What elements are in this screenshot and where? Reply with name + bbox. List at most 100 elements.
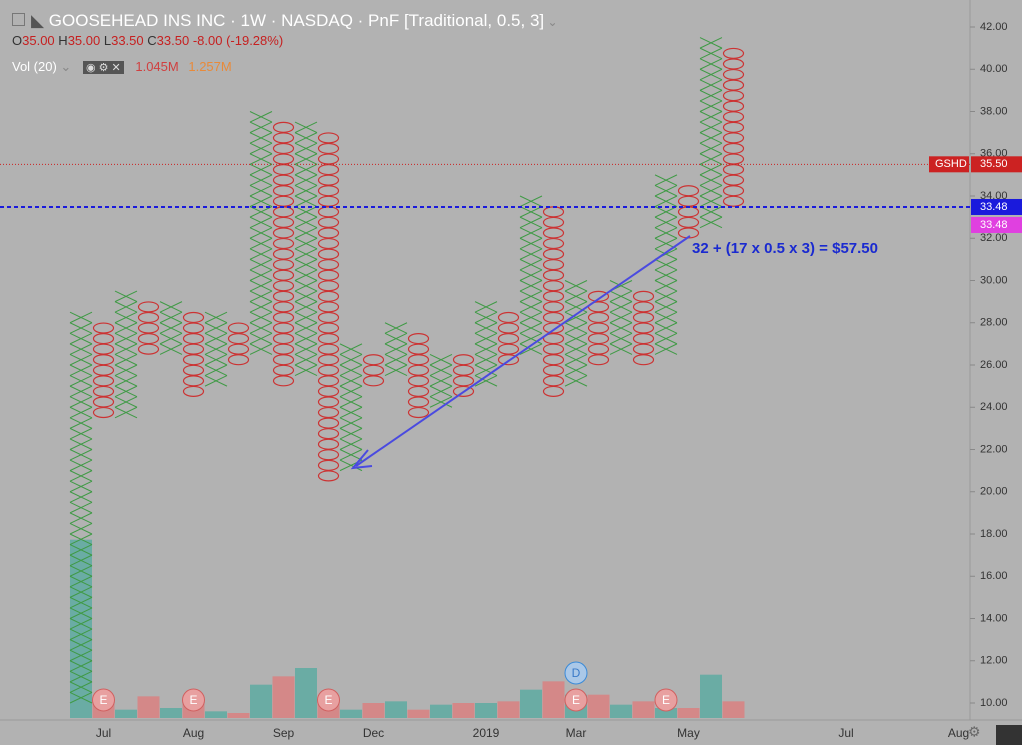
volume-bar <box>227 713 250 718</box>
earnings-label: E <box>99 693 107 707</box>
y-tick-label: 10.00 <box>980 697 1008 709</box>
x-box <box>474 332 498 345</box>
x-box <box>339 375 363 387</box>
x-box <box>114 375 138 387</box>
x-box <box>564 301 588 313</box>
x-box <box>69 554 93 567</box>
volume-bar <box>632 701 655 718</box>
x-box <box>69 575 93 588</box>
o-box <box>542 375 565 387</box>
ohlc-label: O <box>12 33 23 48</box>
o-box <box>632 311 655 324</box>
o-box <box>272 216 295 228</box>
x-box <box>69 385 93 398</box>
o-box <box>722 121 745 133</box>
x-box <box>564 364 588 377</box>
x-column <box>339 343 363 472</box>
x-box <box>519 227 543 239</box>
ohlc-change: -8.00 (-19.28%) <box>192 33 284 48</box>
o-column <box>632 290 655 366</box>
x-box <box>204 343 228 355</box>
o-box <box>722 132 745 144</box>
o-box <box>722 174 745 186</box>
o-box <box>182 375 205 387</box>
x-box <box>654 332 678 345</box>
x-box <box>294 142 318 155</box>
o-box <box>317 142 340 155</box>
o-box <box>272 322 295 334</box>
o-box <box>542 290 565 302</box>
o-box <box>722 164 745 176</box>
x-box <box>564 322 588 334</box>
o-box <box>272 195 295 207</box>
o-box <box>722 79 745 91</box>
collapse-icon[interactable] <box>12 13 25 26</box>
x-column <box>294 121 318 377</box>
ohlc-value: 35.00 <box>22 33 55 48</box>
o-box <box>407 406 430 419</box>
y-tick-label: 22.00 <box>980 443 1008 455</box>
x-box <box>699 47 723 60</box>
settings-icon[interactable]: ⚙ <box>968 724 981 740</box>
o-column <box>407 333 430 419</box>
x-tick-label: May <box>677 726 700 740</box>
x-box <box>474 311 498 324</box>
x-box <box>294 269 318 281</box>
x-box <box>609 322 633 334</box>
x-box <box>384 343 408 355</box>
x-box <box>69 396 93 408</box>
x-tick-label: Jul <box>838 726 853 740</box>
o-box <box>317 290 340 302</box>
x-box <box>294 290 318 303</box>
y-tick-label: 32.00 <box>980 232 1008 244</box>
x-box <box>339 343 363 355</box>
x-box <box>429 364 453 377</box>
o-box <box>677 195 700 207</box>
x-box <box>294 353 318 366</box>
x-box <box>699 68 723 81</box>
x-box <box>69 522 93 535</box>
x-box <box>294 132 318 144</box>
x-box <box>114 364 138 377</box>
o-box <box>317 333 340 345</box>
x-box <box>69 491 93 503</box>
x-box <box>69 406 93 419</box>
x-box <box>384 353 408 366</box>
o-column <box>542 206 565 397</box>
o-box <box>407 375 430 387</box>
x-box <box>294 206 318 218</box>
o-box <box>92 375 115 387</box>
trend-arrow <box>355 235 691 467</box>
x-box <box>294 311 318 324</box>
x-box <box>69 364 93 377</box>
x-box <box>249 132 273 144</box>
x-box <box>204 322 228 334</box>
x-box <box>159 343 183 355</box>
o-box <box>92 406 115 419</box>
x-box <box>204 353 228 366</box>
volume-buttons[interactable]: ◉ ⚙ ✕ <box>82 61 124 74</box>
x-box <box>609 311 633 324</box>
corner-button[interactable] <box>996 725 1022 745</box>
x-box <box>699 142 723 155</box>
o-box <box>92 354 115 366</box>
price-axis-bg <box>970 0 1022 745</box>
x-column <box>609 280 633 355</box>
volume-bar <box>115 709 137 718</box>
volume-bar <box>700 674 722 718</box>
x-box <box>249 301 273 313</box>
x-box <box>69 596 93 609</box>
x-box <box>699 184 723 197</box>
x-box <box>519 216 543 229</box>
volume-ma: 1.257M <box>188 59 232 74</box>
x-box <box>114 332 138 345</box>
o-box <box>272 185 295 197</box>
x-box <box>609 343 633 355</box>
o-box <box>137 322 160 334</box>
o-box <box>317 406 340 419</box>
x-box <box>609 332 633 345</box>
x-box <box>69 660 93 672</box>
volume-bar <box>497 701 520 718</box>
x-box <box>474 353 498 366</box>
o-box <box>272 132 295 144</box>
